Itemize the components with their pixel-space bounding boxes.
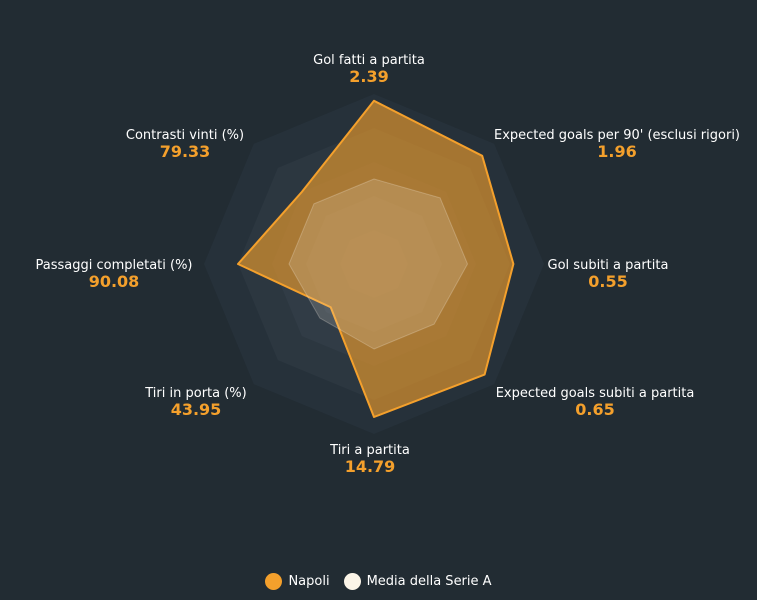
- axis-value-4: 14.79: [345, 457, 396, 476]
- axis-label-1: Expected goals per 90' (esclusi rigori): [494, 128, 740, 143]
- legend-swatch-media: [343, 573, 361, 590]
- legend-label-media: Media della Serie A: [366, 574, 492, 589]
- legend-label-napoli: Napoli: [288, 574, 330, 589]
- axis-label-6: Passaggi completati (%): [35, 258, 192, 273]
- axis-value-0: 2.39: [349, 67, 388, 86]
- legend: Napoli Media della Serie A: [0, 573, 757, 590]
- legend-item-napoli[interactable]: Napoli: [265, 573, 330, 590]
- axis-value-1: 1.96: [597, 142, 636, 161]
- series-napoli[interactable]: [237, 99, 515, 418]
- axis-label-2: Gol subiti a partita: [548, 258, 669, 273]
- series-media[interactable]: [288, 178, 468, 350]
- axis-label-3: Expected goals subiti a partita: [496, 386, 695, 401]
- axis-label-5: Tiri in porta (%): [144, 386, 246, 401]
- axis-value-3: 0.65: [575, 400, 614, 419]
- axis-value-5: 43.95: [171, 400, 222, 419]
- axis-label-0: Gol fatti a partita: [313, 53, 425, 68]
- legend-swatch-napoli: [265, 573, 283, 590]
- axis-label-4: Tiri a partita: [329, 443, 410, 458]
- axis-value-7: 79.33: [160, 142, 211, 161]
- legend-item-media[interactable]: Media della Serie A: [343, 573, 492, 590]
- radar-series: [237, 99, 515, 418]
- axis-value-2: 0.55: [588, 272, 627, 291]
- axis-value-6: 90.08: [89, 272, 140, 291]
- axis-label-7: Contrasti vinti (%): [126, 128, 244, 143]
